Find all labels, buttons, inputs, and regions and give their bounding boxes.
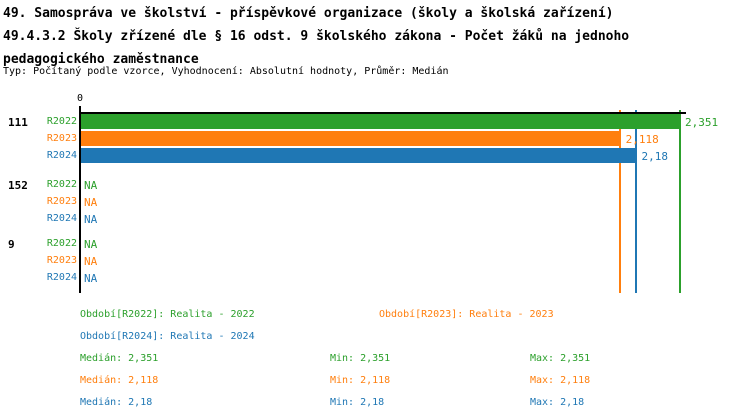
page-title-line-2: 49.4.3.2 Školy zřízené dle § 16 odst. 9 … bbox=[3, 29, 630, 44]
stat-median-r2024: Medián: 2,18 bbox=[80, 397, 153, 408]
stat-median-r2023: Medián: 2,118 bbox=[80, 375, 159, 386]
chart-meta-line: Typ: Počítaný podle vzorce, Vyhodnocení:… bbox=[3, 66, 449, 77]
stat-min-r2022: Min: 2,351 bbox=[330, 353, 391, 364]
bar-r2023 bbox=[81, 131, 621, 146]
na-value-label: NA bbox=[84, 255, 98, 268]
series-row-label-r2022: R2022 bbox=[46, 116, 77, 127]
stat-max-r2024: Max: 2,18 bbox=[530, 397, 585, 408]
category-label: 111 bbox=[8, 116, 28, 129]
y-axis-line bbox=[79, 106, 81, 293]
series-row-label-r2023: R2023 bbox=[46, 133, 77, 144]
bar-r2024 bbox=[81, 148, 637, 163]
bar-r2022 bbox=[81, 114, 681, 129]
na-value-label: NA bbox=[84, 272, 98, 285]
series-row-label-r2022: R2022 bbox=[46, 179, 77, 190]
legend-entry-r2023: Období[R2023]: Realita - 2023 bbox=[379, 309, 554, 320]
series-row-label-r2024: R2024 bbox=[46, 150, 77, 161]
na-value-label: NA bbox=[84, 213, 98, 226]
na-value-label: NA bbox=[84, 196, 98, 209]
top-axis-line bbox=[79, 112, 686, 114]
axis-zero-tick-label: 0 bbox=[76, 93, 84, 104]
series-row-label-r2022: R2022 bbox=[46, 238, 77, 249]
stat-min-r2024: Min: 2,18 bbox=[330, 397, 385, 408]
na-value-label: NA bbox=[84, 238, 98, 251]
bar-value-label: 2,18 bbox=[641, 150, 668, 163]
stat-max-r2023: Max: 2,118 bbox=[530, 375, 591, 386]
stat-median-r2022: Medián: 2,351 bbox=[80, 353, 159, 364]
series-row-label-r2023: R2023 bbox=[46, 196, 77, 207]
median-marker-line-r2022 bbox=[678, 110, 681, 293]
na-value-label: NA bbox=[84, 179, 98, 192]
bar-value-label: 2,351 bbox=[685, 116, 719, 129]
series-row-label-r2024: R2024 bbox=[46, 272, 77, 283]
page-title-line-3: pedagogického zaměstnance bbox=[3, 52, 199, 67]
median-marker-line-r2023 bbox=[619, 110, 622, 293]
series-row-label-r2023: R2023 bbox=[46, 255, 77, 266]
legend-entry-r2024: Období[R2024]: Realita - 2024 bbox=[80, 331, 255, 342]
page-title-line-1: 49. Samospráva ve školství - příspěvkové… bbox=[3, 6, 614, 21]
median-marker-line-r2024 bbox=[634, 110, 637, 293]
category-label: 9 bbox=[8, 238, 15, 251]
category-label: 152 bbox=[8, 179, 28, 192]
stat-min-r2023: Min: 2,118 bbox=[330, 375, 391, 386]
legend-entry-r2022: Období[R2022]: Realita - 2022 bbox=[80, 309, 255, 320]
bar-value-label: 2,118 bbox=[625, 133, 659, 146]
series-row-label-r2024: R2024 bbox=[46, 213, 77, 224]
stat-max-r2022: Max: 2,351 bbox=[530, 353, 591, 364]
